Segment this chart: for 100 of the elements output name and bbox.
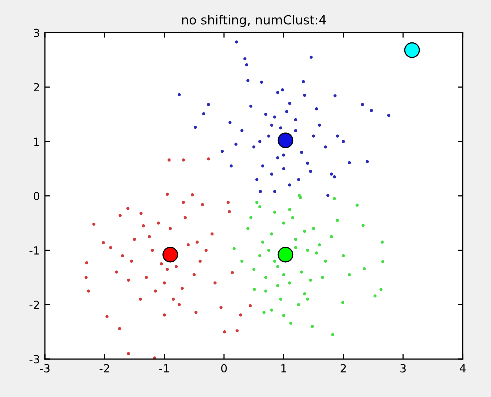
point: [151, 248, 154, 252]
point: [248, 304, 252, 308]
point: [342, 254, 346, 258]
point: [273, 260, 277, 263]
point: [348, 161, 352, 164]
point: [148, 235, 152, 238]
point: [270, 172, 274, 176]
point: [291, 216, 294, 220]
point: [309, 170, 312, 174]
point: [133, 238, 136, 242]
x-tick-label: 0: [221, 364, 228, 373]
point: [294, 246, 298, 250]
point: [178, 303, 182, 306]
x-tick-label: -2: [100, 364, 110, 373]
point: [118, 214, 122, 218]
point: [279, 298, 283, 302]
point: [348, 273, 352, 277]
point: [270, 232, 274, 236]
point: [87, 290, 90, 293]
point: [166, 192, 170, 196]
point: [318, 124, 322, 127]
point: [309, 278, 312, 282]
point: [282, 154, 286, 157]
point: [381, 260, 385, 264]
point: [198, 260, 202, 263]
point: [370, 109, 374, 112]
point: [220, 150, 224, 154]
point: [126, 207, 130, 210]
point: [294, 129, 298, 132]
point: [306, 248, 310, 252]
point: [362, 224, 365, 228]
point: [270, 308, 274, 312]
point: [220, 306, 223, 310]
point: [276, 91, 280, 94]
point: [380, 240, 384, 244]
point: [194, 126, 198, 130]
point: [300, 151, 304, 154]
point: [214, 282, 217, 285]
point: [142, 224, 146, 228]
point: [182, 158, 186, 162]
y-tick-label: -3: [30, 355, 40, 364]
point: [336, 219, 340, 222]
point: [85, 261, 89, 265]
point: [326, 194, 330, 198]
point: [178, 93, 182, 97]
point: [288, 184, 292, 187]
point: [210, 232, 214, 236]
point: [145, 276, 148, 280]
point: [250, 104, 253, 108]
point: [264, 290, 268, 293]
point: [356, 204, 359, 207]
point: [240, 129, 244, 132]
point: [261, 164, 265, 168]
point: [196, 240, 199, 244]
point: [84, 276, 88, 280]
point: [276, 265, 280, 268]
point: [282, 273, 286, 277]
point: [244, 58, 247, 61]
y-tick-label: 0: [34, 192, 40, 200]
point: [279, 126, 283, 130]
point: [273, 210, 277, 214]
point: [228, 210, 232, 214]
point: [264, 112, 268, 116]
point: [288, 282, 292, 285]
point: [246, 227, 250, 230]
point: [318, 244, 322, 247]
point: [168, 227, 172, 230]
point: [387, 114, 391, 118]
point: [252, 146, 256, 149]
point: [336, 134, 340, 138]
point: [330, 172, 334, 176]
point: [191, 193, 194, 197]
point: [202, 112, 206, 116]
point: [256, 201, 259, 204]
point: [154, 290, 158, 293]
point: [228, 121, 232, 124]
x-tick-label: 1: [282, 364, 286, 373]
point: [330, 235, 334, 238]
point: [276, 284, 280, 288]
point: [333, 197, 336, 200]
point: [231, 271, 234, 274]
point: [127, 352, 130, 356]
point: [172, 298, 176, 302]
point: [324, 146, 328, 149]
point: [310, 56, 313, 59]
point: [239, 314, 243, 317]
point: [267, 134, 271, 138]
point: [140, 212, 143, 216]
point: [139, 298, 142, 302]
point: [312, 227, 316, 230]
point: [235, 40, 238, 44]
point: [121, 254, 124, 258]
point: [186, 244, 190, 247]
point: [258, 205, 262, 209]
point: [298, 194, 302, 198]
point: [184, 216, 187, 220]
point: [201, 203, 204, 206]
x-tick-label: 4: [460, 364, 466, 373]
point: [294, 238, 298, 242]
point: [258, 254, 262, 258]
